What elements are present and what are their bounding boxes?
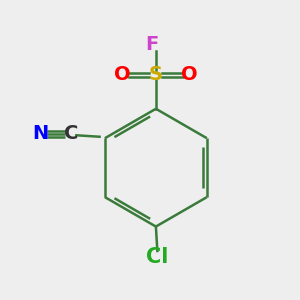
Text: Cl: Cl (146, 248, 169, 268)
Text: S: S (149, 65, 163, 84)
Text: O: O (182, 65, 198, 84)
Text: N: N (32, 124, 48, 143)
Text: C: C (64, 124, 78, 143)
Text: O: O (114, 65, 130, 84)
Text: F: F (145, 34, 158, 53)
